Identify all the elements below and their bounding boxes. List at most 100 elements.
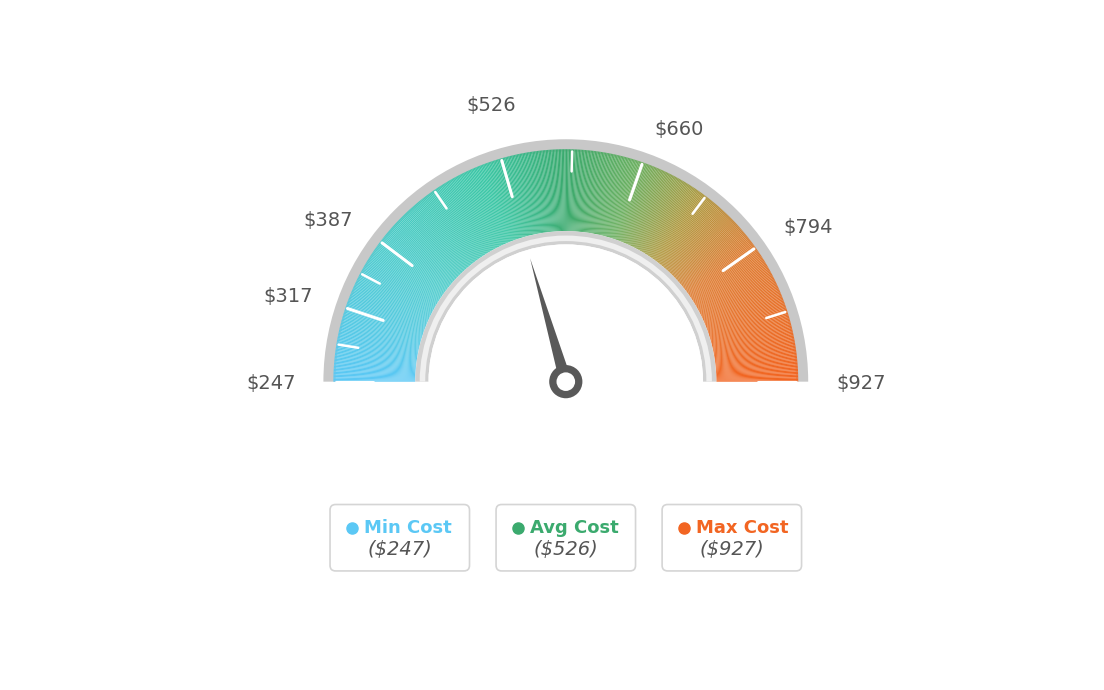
Wedge shape: [363, 267, 435, 308]
Wedge shape: [688, 245, 755, 294]
Wedge shape: [357, 280, 431, 317]
Wedge shape: [704, 290, 781, 324]
Wedge shape: [585, 151, 596, 233]
Wedge shape: [523, 152, 540, 234]
FancyBboxPatch shape: [496, 504, 636, 571]
Wedge shape: [627, 170, 662, 245]
Wedge shape: [335, 363, 416, 371]
Polygon shape: [530, 258, 572, 385]
Wedge shape: [644, 183, 688, 253]
Wedge shape: [669, 213, 726, 273]
Wedge shape: [364, 264, 436, 306]
Wedge shape: [617, 164, 647, 241]
Wedge shape: [614, 161, 641, 239]
Wedge shape: [497, 159, 522, 238]
Wedge shape: [574, 150, 581, 231]
Wedge shape: [509, 156, 530, 235]
Wedge shape: [339, 330, 420, 349]
Wedge shape: [442, 185, 486, 255]
Wedge shape: [677, 225, 739, 281]
Wedge shape: [499, 159, 523, 237]
Wedge shape: [699, 273, 772, 313]
Wedge shape: [431, 192, 479, 259]
Wedge shape: [623, 166, 656, 243]
Wedge shape: [335, 362, 416, 369]
Wedge shape: [712, 330, 793, 349]
Wedge shape: [353, 286, 428, 321]
FancyBboxPatch shape: [330, 504, 469, 571]
Wedge shape: [678, 226, 740, 282]
Wedge shape: [715, 364, 798, 371]
Wedge shape: [630, 172, 668, 246]
Wedge shape: [692, 256, 762, 301]
Wedge shape: [701, 279, 775, 316]
Wedge shape: [550, 150, 556, 231]
Wedge shape: [333, 370, 415, 375]
Wedge shape: [710, 317, 789, 341]
Wedge shape: [342, 317, 422, 341]
Wedge shape: [481, 164, 512, 242]
Wedge shape: [408, 209, 465, 270]
Wedge shape: [655, 195, 704, 261]
Wedge shape: [591, 152, 605, 233]
Wedge shape: [350, 295, 426, 326]
Wedge shape: [369, 257, 438, 302]
Wedge shape: [664, 204, 718, 268]
Wedge shape: [675, 221, 735, 279]
Wedge shape: [682, 235, 746, 287]
Wedge shape: [454, 177, 495, 250]
Wedge shape: [542, 150, 552, 232]
Text: $247: $247: [246, 375, 296, 393]
Wedge shape: [625, 168, 658, 244]
Wedge shape: [611, 159, 636, 238]
Wedge shape: [348, 300, 425, 330]
Wedge shape: [587, 152, 601, 233]
Wedge shape: [652, 192, 701, 259]
Wedge shape: [673, 219, 733, 277]
Wedge shape: [404, 213, 463, 273]
Wedge shape: [655, 194, 703, 260]
Wedge shape: [708, 306, 786, 333]
Wedge shape: [337, 338, 418, 355]
Wedge shape: [541, 150, 551, 232]
Wedge shape: [395, 223, 456, 279]
Wedge shape: [659, 200, 712, 264]
Wedge shape: [580, 150, 590, 232]
Wedge shape: [333, 380, 415, 382]
Wedge shape: [358, 277, 432, 315]
Wedge shape: [333, 364, 416, 371]
Wedge shape: [572, 149, 576, 231]
Wedge shape: [532, 151, 545, 233]
Wedge shape: [335, 355, 416, 366]
Wedge shape: [486, 163, 514, 240]
Wedge shape: [711, 322, 790, 344]
Wedge shape: [714, 345, 796, 359]
Wedge shape: [705, 295, 782, 326]
Wedge shape: [705, 296, 783, 327]
Wedge shape: [699, 273, 772, 312]
Wedge shape: [713, 338, 795, 355]
Wedge shape: [713, 331, 793, 350]
Wedge shape: [646, 185, 690, 255]
Wedge shape: [686, 241, 752, 292]
Wedge shape: [675, 220, 734, 278]
Wedge shape: [635, 175, 673, 248]
Wedge shape: [527, 152, 541, 233]
Wedge shape: [576, 150, 583, 232]
Wedge shape: [433, 190, 480, 258]
Wedge shape: [367, 261, 437, 304]
Wedge shape: [715, 359, 797, 368]
Text: $317: $317: [264, 287, 312, 306]
Wedge shape: [488, 162, 517, 239]
Wedge shape: [640, 180, 683, 252]
Wedge shape: [551, 150, 558, 231]
Wedge shape: [436, 188, 482, 257]
Wedge shape: [349, 297, 425, 328]
Wedge shape: [351, 292, 427, 324]
Wedge shape: [435, 188, 482, 257]
Wedge shape: [467, 170, 502, 246]
Wedge shape: [698, 268, 769, 309]
Wedge shape: [705, 293, 782, 326]
Wedge shape: [713, 333, 794, 351]
Wedge shape: [323, 139, 808, 382]
